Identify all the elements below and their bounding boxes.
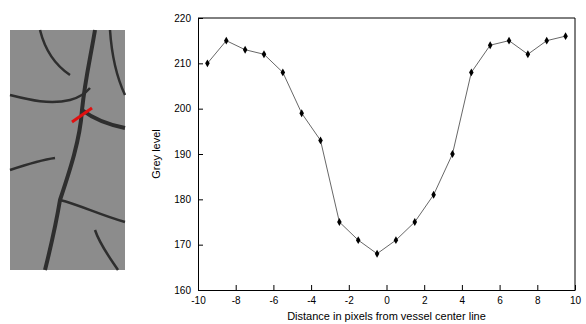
marker	[337, 218, 342, 226]
y-tick-mark	[198, 199, 203, 200]
x-tick: 8	[535, 285, 541, 306]
retina-image	[10, 30, 125, 270]
y-tick: 160	[174, 285, 203, 296]
vessel	[10, 88, 90, 102]
marker	[431, 191, 436, 199]
marker	[262, 50, 267, 58]
frame-top	[198, 18, 575, 19]
y-tick-mark	[198, 245, 203, 246]
y-tick-label: 160	[174, 285, 191, 296]
marker	[299, 109, 304, 117]
marker	[507, 37, 512, 45]
x-tick: -8	[232, 285, 241, 306]
x-tick-label: 10	[570, 295, 582, 306]
x-tick: -2	[345, 285, 354, 306]
vessel	[82, 110, 125, 128]
y-tick-label: 210	[174, 58, 191, 69]
marker	[526, 50, 531, 58]
marker	[356, 236, 361, 244]
vessel	[45, 30, 95, 270]
y-tick-mark	[198, 63, 203, 64]
marker	[281, 68, 286, 76]
x-tick-mark	[349, 285, 350, 290]
vessel	[40, 30, 70, 75]
x-tick-label: -10	[191, 295, 206, 306]
x-tick: 4	[460, 285, 466, 306]
image-background	[10, 30, 125, 270]
y-tick-mark	[198, 290, 203, 291]
marker	[563, 32, 568, 40]
y-tick: 190	[174, 149, 203, 160]
x-tick-mark	[462, 285, 463, 290]
x-tick-mark	[311, 285, 312, 290]
vessel	[110, 30, 125, 95]
x-tick-label: -8	[232, 295, 241, 306]
vessel	[95, 230, 118, 270]
marker	[469, 68, 474, 76]
y-tick-label: 220	[174, 13, 191, 24]
x-tick: 2	[422, 285, 428, 306]
marker	[205, 59, 210, 67]
marker	[394, 236, 399, 244]
x-tick-label: 2	[422, 295, 428, 306]
x-tick-label: 4	[460, 295, 466, 306]
x-tick-mark	[575, 285, 576, 290]
x-tick-label: -2	[345, 295, 354, 306]
x-tick-mark	[500, 285, 501, 290]
x-tick-label: -6	[269, 295, 278, 306]
x-tick-label: 0	[384, 295, 390, 306]
line	[207, 36, 565, 254]
x-axis: -10 -8 -6 -4 -2 0 2 4 6 8 10	[191, 285, 581, 306]
x-tick: 10	[570, 285, 582, 306]
frame-right	[575, 18, 576, 290]
x-tick-mark	[387, 285, 388, 290]
marker	[544, 37, 549, 45]
y-tick-label: 180	[174, 194, 191, 205]
x-tick: 6	[497, 285, 503, 306]
y-tick-mark	[198, 154, 203, 155]
plot: -10 -8 -6 -4 -2 0 2 4 6 8 10 160 170 180 190 200 210 220 D…	[150, 13, 581, 322]
x-tick-label: 8	[535, 295, 541, 306]
series	[205, 32, 568, 257]
y-axis-title: Grey level	[150, 129, 162, 179]
y-tick: 220	[174, 13, 203, 24]
y-tick: 200	[174, 103, 203, 114]
marker	[450, 150, 455, 158]
y-tick-mark	[198, 18, 203, 19]
profile-line	[72, 108, 92, 122]
y-tick: 180	[174, 194, 203, 205]
x-axis-line	[199, 290, 576, 291]
marker	[412, 218, 417, 226]
x-tick-mark	[236, 285, 237, 290]
marker	[318, 136, 323, 144]
y-tick-label: 170	[174, 239, 191, 250]
x-tick-label: -4	[307, 295, 316, 306]
x-tick: -4	[307, 285, 316, 306]
x-tick-mark	[537, 285, 538, 290]
marker	[243, 46, 248, 54]
x-axis-title: Distance in pixels from vessel center li…	[287, 310, 486, 322]
marker	[224, 37, 229, 45]
x-tick: 0	[384, 285, 390, 306]
x-tick: -6	[269, 285, 278, 306]
marker	[375, 250, 380, 258]
y-tick-label: 200	[174, 103, 191, 114]
x-tick-mark	[273, 285, 274, 290]
x-tick-label: 6	[497, 295, 503, 306]
y-tick-mark	[198, 109, 203, 110]
y-tick: 170	[174, 239, 203, 250]
x-tick-mark	[424, 285, 425, 290]
chart-root: -10 -8 -6 -4 -2 0 2 4 6 8 10 160 170 180 190 200 210 220 D…	[0, 0, 586, 324]
marker	[488, 41, 493, 49]
data-layer	[205, 32, 568, 257]
y-tick-label: 190	[174, 149, 191, 160]
y-axis: 160 170 180 190 200 210 220	[174, 13, 203, 296]
y-tick: 210	[174, 58, 203, 69]
vessel	[60, 200, 125, 222]
vessel	[10, 158, 55, 170]
